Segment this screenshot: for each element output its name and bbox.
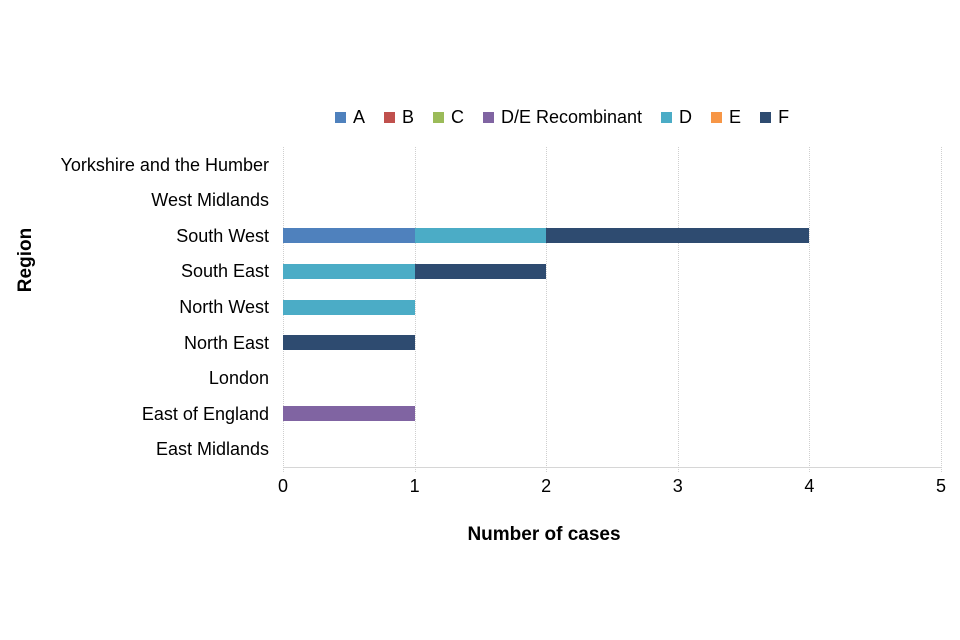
x-axis-tick-label: 3 [672, 476, 683, 496]
bar-segment [546, 228, 810, 244]
gridline [546, 147, 548, 472]
x-axis-title: Number of cases [467, 524, 621, 545]
gridline [677, 147, 679, 472]
legend-label: A [352, 107, 365, 127]
bar-segment [283, 228, 415, 244]
x-axis-tick-label: 0 [277, 476, 289, 496]
legend-swatch-icon [334, 111, 346, 123]
y-axis-label: Yorkshire and the Humber [60, 154, 269, 175]
y-axis-label: South West [176, 225, 269, 246]
y-axis-label: East of England [141, 403, 269, 424]
bar-segment [283, 406, 415, 422]
y-axis-labels: Yorkshire and the Humber West Midlands Sou… [0, 147, 269, 467]
legend-items: A B C D/E Recombinant D E F [334, 107, 789, 127]
legend-label: C [450, 107, 464, 127]
legend-item: F [760, 108, 789, 126]
plot-area [283, 147, 942, 472]
bar-segment [283, 335, 415, 351]
gridline [414, 147, 416, 472]
legend-swatch-icon [661, 111, 673, 123]
x-axis-tick-label: 5 [935, 476, 947, 496]
x-axis-tick-label: 4 [804, 476, 815, 496]
legend-label: D [679, 107, 693, 127]
legend-item: E [711, 108, 741, 126]
legend-item: A [334, 107, 365, 127]
legend-swatch-icon [760, 111, 772, 123]
legend-swatch-icon [482, 111, 494, 123]
legend-swatch-icon [711, 111, 723, 123]
legend-label: D/E Recombinant [500, 107, 643, 127]
legend-item: B [383, 107, 414, 127]
gridline [941, 147, 942, 472]
legend-swatch-icon [432, 111, 444, 123]
bar-segment [414, 263, 547, 279]
legend-label: F [778, 107, 790, 127]
y-axis-label: London [208, 368, 269, 389]
x-axis-tick-label: 1 [409, 476, 420, 496]
y-axis-label: West Midlands [151, 190, 269, 211]
x-axis-tick-labels: 0 1 2 3 4 5 [278, 476, 946, 499]
legend-label: B [401, 107, 414, 127]
bar-segment [414, 228, 547, 244]
bar-segment [283, 299, 415, 315]
bar-segment [283, 263, 415, 279]
legend-item: D [661, 108, 692, 126]
legend-item: C [432, 107, 464, 127]
legend-item: D/E Recombinant [482, 107, 643, 127]
x-axis-tick-label: 2 [541, 476, 552, 496]
y-axis-label: North East [183, 332, 269, 353]
y-axis-label: East Midlands [155, 439, 269, 460]
x-axis-title-wrap: Number of cases [0, 524, 960, 546]
legend-label: E [729, 107, 742, 127]
gridline [809, 147, 811, 472]
y-axis-label: South East [180, 261, 269, 282]
legend-swatch-icon [383, 111, 395, 123]
chart-legend: A B C D/E Recombinant D E F [0, 104, 960, 130]
y-axis-label: North West [179, 297, 269, 317]
